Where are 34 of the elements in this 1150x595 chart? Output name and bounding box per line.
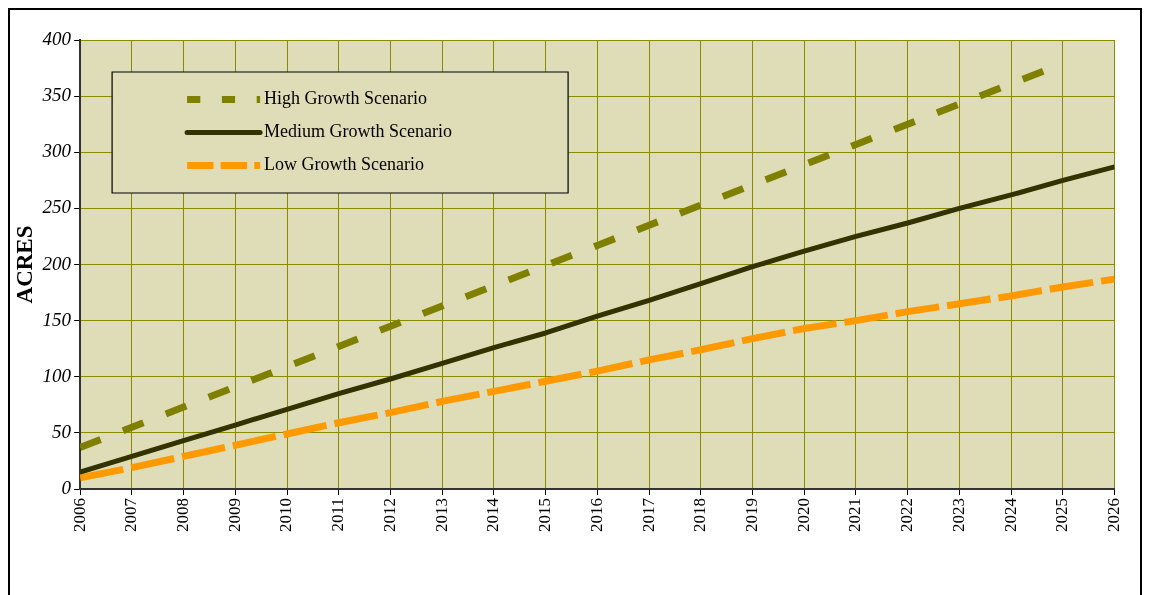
y-tick-label: 300 <box>41 140 72 162</box>
x-tick-label: 2026 <box>1104 498 1124 532</box>
legend-label: Low Growth Scenario <box>264 154 425 175</box>
x-tick-label: 2008 <box>173 498 193 532</box>
legend-label: High Growth Scenario <box>264 88 428 109</box>
x-tick-label: 2023 <box>948 498 968 532</box>
y-axis-title: ACRES <box>11 225 37 304</box>
x-tick-label: 2021 <box>845 498 865 532</box>
y-tick-label: 400 <box>42 28 72 49</box>
x-tick-label: 2020 <box>793 498 813 532</box>
x-tick-label: 2010 <box>276 498 296 532</box>
x-tick-label: 2007 <box>121 497 141 532</box>
x-tick-label: 2011 <box>328 498 348 532</box>
x-tick-label: 2022 <box>897 498 917 532</box>
x-tick-label: 2024 <box>1000 497 1020 532</box>
x-tick-label: 2012 <box>379 498 399 532</box>
y-tick-label: 200 <box>42 252 72 274</box>
x-tick-label: 2016 <box>586 498 606 532</box>
y-tick-label: 350 <box>41 84 72 106</box>
x-tick-label: 2018 <box>690 498 710 532</box>
x-tick-label: 2013 <box>431 498 451 532</box>
x-tick-label: 2015 <box>535 498 555 532</box>
x-tick-label: 2014 <box>483 497 503 532</box>
x-tick-label: 2006 <box>69 498 89 532</box>
x-tick-label: 2009 <box>224 498 244 532</box>
y-tick-label: 0 <box>61 477 72 498</box>
x-tick-label: 2025 <box>1052 498 1072 532</box>
y-tick-label: 250 <box>42 196 72 218</box>
legend-label: Medium Growth Scenario <box>264 121 453 142</box>
x-tick-label: 2019 <box>741 498 761 532</box>
x-tick-label: 2017 <box>638 497 658 532</box>
y-tick-label: 150 <box>42 308 72 330</box>
y-tick-label: 50 <box>52 420 72 442</box>
y-tick-label: 100 <box>42 364 72 386</box>
